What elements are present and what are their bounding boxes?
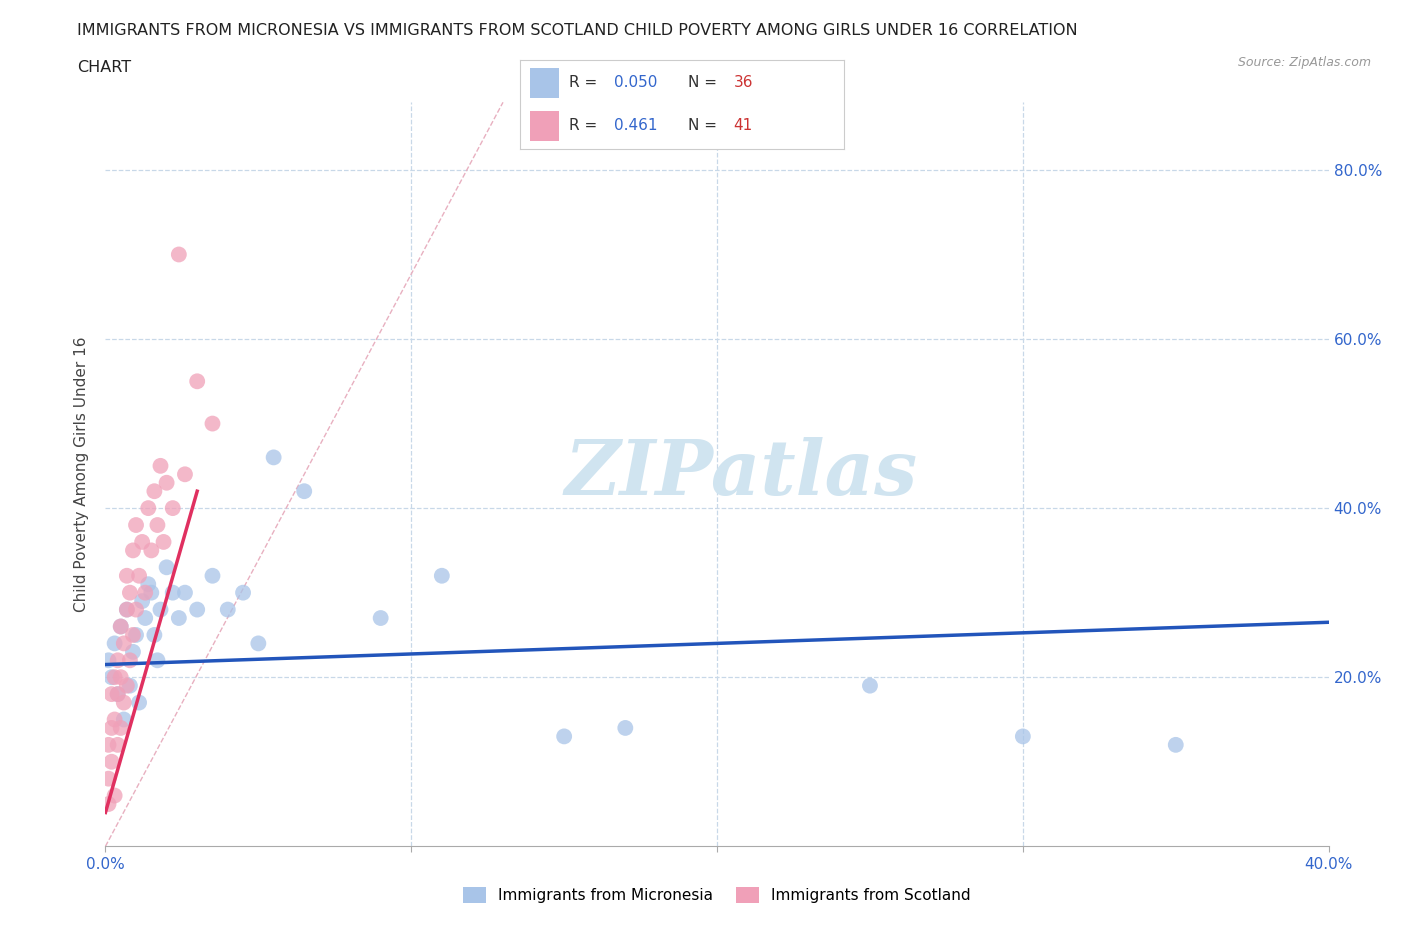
Bar <box>530 69 560 99</box>
Point <box>112 695 135 710</box>
Point <box>118 585 141 600</box>
Point <box>370 611 392 626</box>
Point <box>162 585 184 600</box>
Point <box>104 788 127 803</box>
Point <box>115 568 138 583</box>
Point <box>149 602 172 617</box>
Point <box>232 585 254 600</box>
Point <box>122 543 145 558</box>
Point <box>247 636 270 651</box>
Point <box>107 686 129 701</box>
Text: CHART: CHART <box>77 60 131 75</box>
Text: 41: 41 <box>734 118 752 133</box>
Point <box>128 568 150 583</box>
Point <box>118 678 141 693</box>
Point <box>201 416 224 431</box>
Point <box>174 585 197 600</box>
Point <box>136 500 159 515</box>
Text: IMMIGRANTS FROM MICRONESIA VS IMMIGRANTS FROM SCOTLAND CHILD POVERTY AMONG GIRLS: IMMIGRANTS FROM MICRONESIA VS IMMIGRANTS… <box>77 23 1078 38</box>
Point <box>100 754 122 769</box>
Point <box>263 450 285 465</box>
Text: N =: N = <box>689 118 723 133</box>
Text: ZIPatlas: ZIPatlas <box>565 437 918 512</box>
Text: N =: N = <box>689 75 723 90</box>
Point <box>110 619 132 634</box>
Point <box>107 686 129 701</box>
Point <box>122 644 145 659</box>
Point <box>97 737 120 752</box>
Point <box>125 518 148 533</box>
Point <box>104 712 127 727</box>
Text: 0.050: 0.050 <box>614 75 658 90</box>
Point <box>107 653 129 668</box>
Point <box>104 636 127 651</box>
Point <box>115 678 138 693</box>
Point <box>100 670 122 684</box>
Point <box>107 737 129 752</box>
Point <box>146 653 169 668</box>
Point <box>110 721 132 736</box>
Text: R =: R = <box>568 75 602 90</box>
Point <box>112 712 135 727</box>
Point <box>125 628 148 643</box>
Legend: Immigrants from Micronesia, Immigrants from Scotland: Immigrants from Micronesia, Immigrants f… <box>457 881 977 910</box>
Point <box>614 721 637 736</box>
Point <box>553 729 575 744</box>
Point <box>186 374 208 389</box>
Point <box>97 797 120 812</box>
Bar <box>530 111 560 140</box>
Point <box>143 628 166 643</box>
Point <box>167 247 190 262</box>
Point <box>136 577 159 591</box>
Point <box>201 568 224 583</box>
Point <box>155 475 177 490</box>
Point <box>110 619 132 634</box>
Point <box>292 484 315 498</box>
Point <box>112 636 135 651</box>
Point <box>100 686 122 701</box>
Y-axis label: Child Poverty Among Girls Under 16: Child Poverty Among Girls Under 16 <box>75 337 90 612</box>
Point <box>131 535 153 550</box>
Text: 36: 36 <box>734 75 754 90</box>
Point <box>143 484 166 498</box>
Point <box>110 670 132 684</box>
Point <box>118 653 141 668</box>
Point <box>155 560 177 575</box>
Text: 0.461: 0.461 <box>614 118 658 133</box>
Point <box>131 593 153 608</box>
Point <box>186 602 208 617</box>
Point <box>134 611 156 626</box>
Point <box>104 670 127 684</box>
Text: R =: R = <box>568 118 602 133</box>
Point <box>97 653 120 668</box>
Point <box>149 458 172 473</box>
Point <box>162 500 184 515</box>
Point <box>167 611 190 626</box>
Point <box>97 771 120 786</box>
Point <box>1164 737 1187 752</box>
Point <box>146 518 169 533</box>
Point <box>122 628 145 643</box>
Point <box>152 535 174 550</box>
Point <box>1011 729 1033 744</box>
Point <box>115 602 138 617</box>
Point <box>128 695 150 710</box>
Point <box>217 602 239 617</box>
Point <box>115 602 138 617</box>
Text: Source: ZipAtlas.com: Source: ZipAtlas.com <box>1237 56 1371 69</box>
Point <box>125 602 148 617</box>
Point <box>174 467 197 482</box>
Point <box>141 543 163 558</box>
Point <box>430 568 453 583</box>
Point <box>141 585 163 600</box>
Point <box>134 585 156 600</box>
Point <box>100 721 122 736</box>
Point <box>859 678 882 693</box>
